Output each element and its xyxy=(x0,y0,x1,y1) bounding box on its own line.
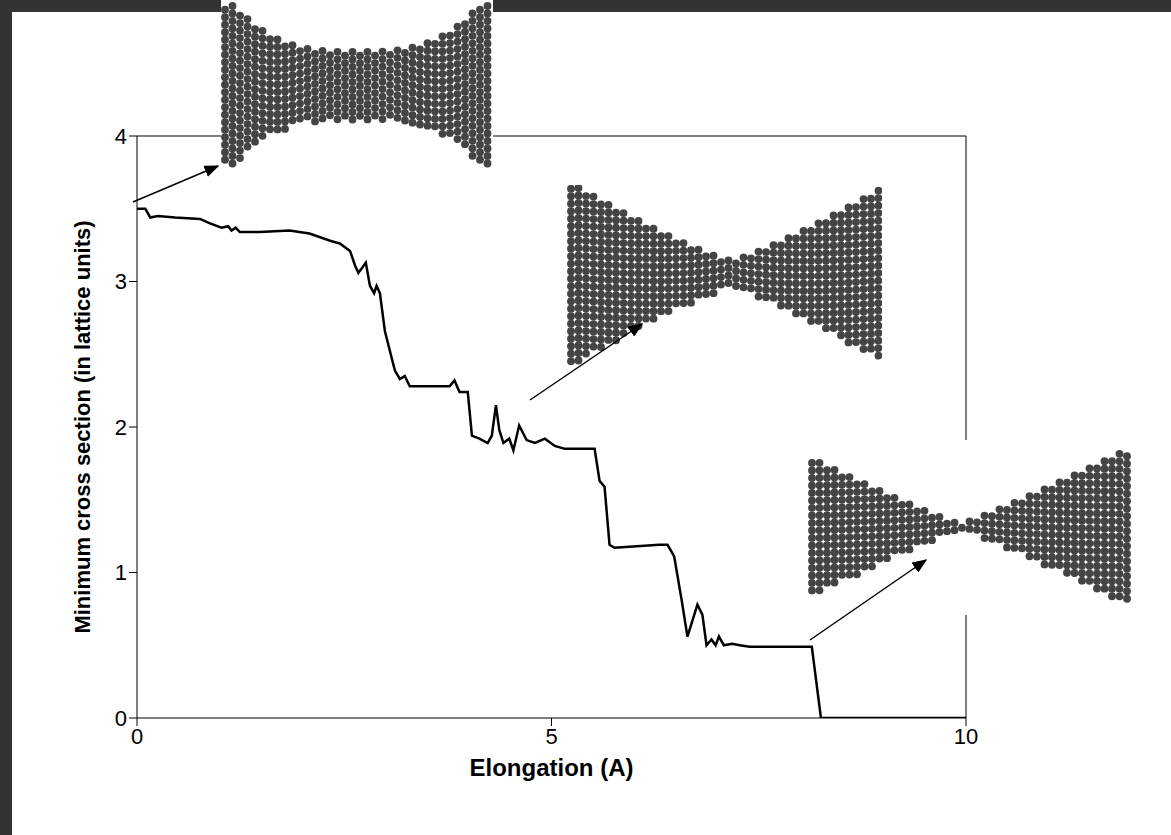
svg-text:2: 2 xyxy=(115,415,127,440)
svg-text:3: 3 xyxy=(115,269,127,294)
svg-text:5: 5 xyxy=(545,724,557,749)
svg-text:1: 1 xyxy=(115,560,127,585)
svg-text:4: 4 xyxy=(115,124,127,149)
svg-text:10: 10 xyxy=(954,724,978,749)
svg-text:0: 0 xyxy=(131,724,143,749)
svg-text:Minimum cross section (in latt: Minimum cross section (in lattice units) xyxy=(70,220,95,633)
svg-text:Elongation (A): Elongation (A) xyxy=(470,754,634,781)
svg-text:0: 0 xyxy=(115,706,127,731)
